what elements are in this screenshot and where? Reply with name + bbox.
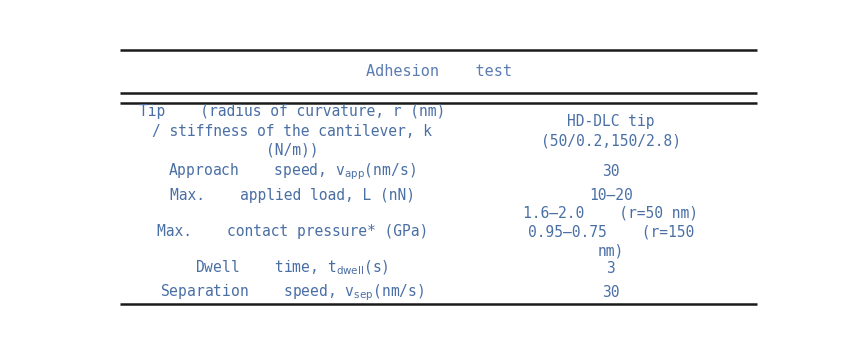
Text: Tip    (radius of curvature, r (nm)
/ stiffness of the cantilever, k
(N/m)): Tip (radius of curvature, r (nm) / stiff… xyxy=(139,104,445,158)
Text: 30: 30 xyxy=(602,164,620,179)
Text: 30: 30 xyxy=(602,285,620,300)
Text: 3: 3 xyxy=(606,260,615,276)
Text: Separation    speed, v$_{\rm sep}$(nm/s): Separation speed, v$_{\rm sep}$(nm/s) xyxy=(160,282,425,303)
Text: Max.    contact pressure* (GPa): Max. contact pressure* (GPa) xyxy=(157,224,428,239)
Text: Adhesion    test: Adhesion test xyxy=(366,64,512,79)
Text: 1.6–2.0    (r=50 nm)
0.95–0.75    (r=150
nm): 1.6–2.0 (r=50 nm) 0.95–0.75 (r=150 nm) xyxy=(523,205,698,258)
Text: Max.    applied load, L (nN): Max. applied load, L (nN) xyxy=(169,188,414,203)
Text: Dwell    time, t$_{\rm dwell}$(s): Dwell time, t$_{\rm dwell}$(s) xyxy=(195,259,389,277)
Text: Approach    speed, v$_{\rm app}$(nm/s): Approach speed, v$_{\rm app}$(nm/s) xyxy=(169,161,416,182)
Text: 10–20: 10–20 xyxy=(589,188,633,203)
Text: HD-DLC tip
(50/0.2,150/2.8): HD-DLC tip (50/0.2,150/2.8) xyxy=(541,114,681,148)
